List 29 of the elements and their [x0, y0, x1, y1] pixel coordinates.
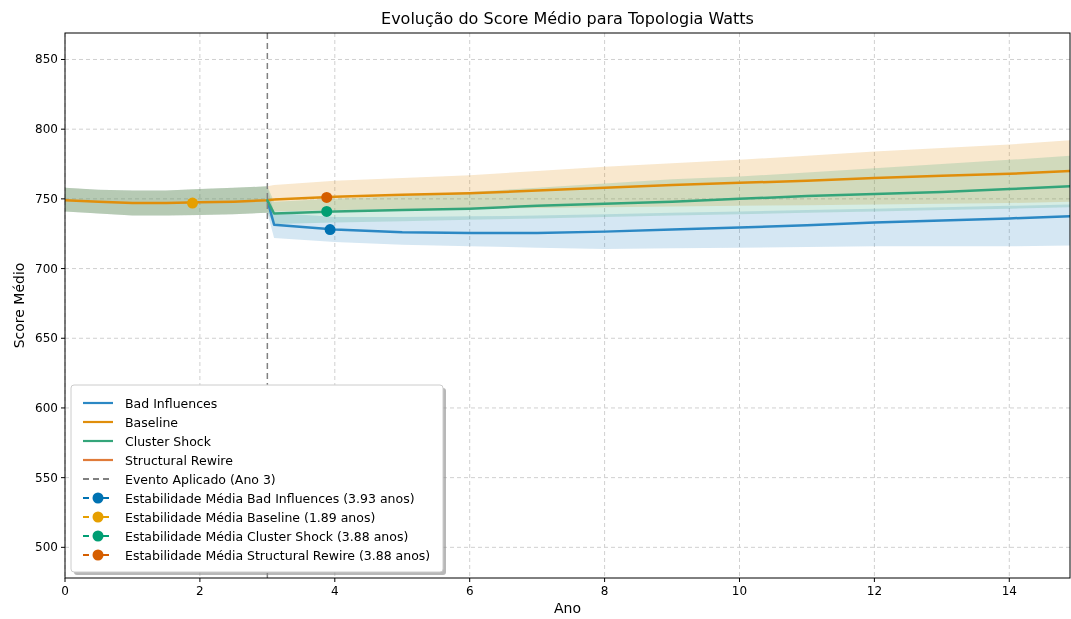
y-tick-label: 750: [35, 191, 58, 206]
legend-label: Estabilidade Média Cluster Shock (3.88 anos): [125, 528, 409, 544]
y-axis-title: Score Médio: [11, 262, 27, 349]
legend-label: Structural Rewire: [125, 452, 234, 468]
legend-label: Bad Influences: [125, 395, 218, 411]
legend-label: Baseline: [125, 414, 179, 430]
y-tick-label: 800: [35, 122, 58, 137]
line-series: [266, 185, 1070, 215]
legend-label: Estabilidade Média Bad Influences (3.93 anos): [125, 490, 415, 506]
x-tick-label: 12: [866, 584, 883, 598]
x-tick-label: 4: [330, 584, 339, 598]
y-tick-label: 850: [35, 52, 58, 67]
x-axis-title: Ano: [553, 600, 582, 616]
y-tick-label: 650: [35, 331, 58, 346]
x-tick-label: 2: [196, 584, 204, 598]
chart-title: Evolução do Score Médio para Topologia Watts: [381, 9, 754, 28]
x-tick-label: 6: [465, 584, 474, 598]
y-tick-label: 600: [35, 400, 58, 415]
y-tick-label: 500: [35, 540, 58, 555]
x-tick-label: 14: [1001, 584, 1017, 598]
x-tick-label: 8: [600, 584, 609, 598]
y-tick-label: 550: [35, 470, 58, 485]
legend-label: Estabilidade Média Structural Rewire (3.88 anos): [125, 547, 431, 563]
legend-label: Estabilidade Média Baseline (1.89 anos): [125, 509, 376, 525]
x-tick-label: 0: [61, 584, 69, 598]
y-tick-label: 700: [35, 261, 58, 276]
x-tick-label: 10: [731, 584, 748, 598]
ref-line-label: Evento Aplicado (Ano 3): [125, 471, 276, 487]
legend-label: Cluster Shock: [125, 433, 212, 449]
